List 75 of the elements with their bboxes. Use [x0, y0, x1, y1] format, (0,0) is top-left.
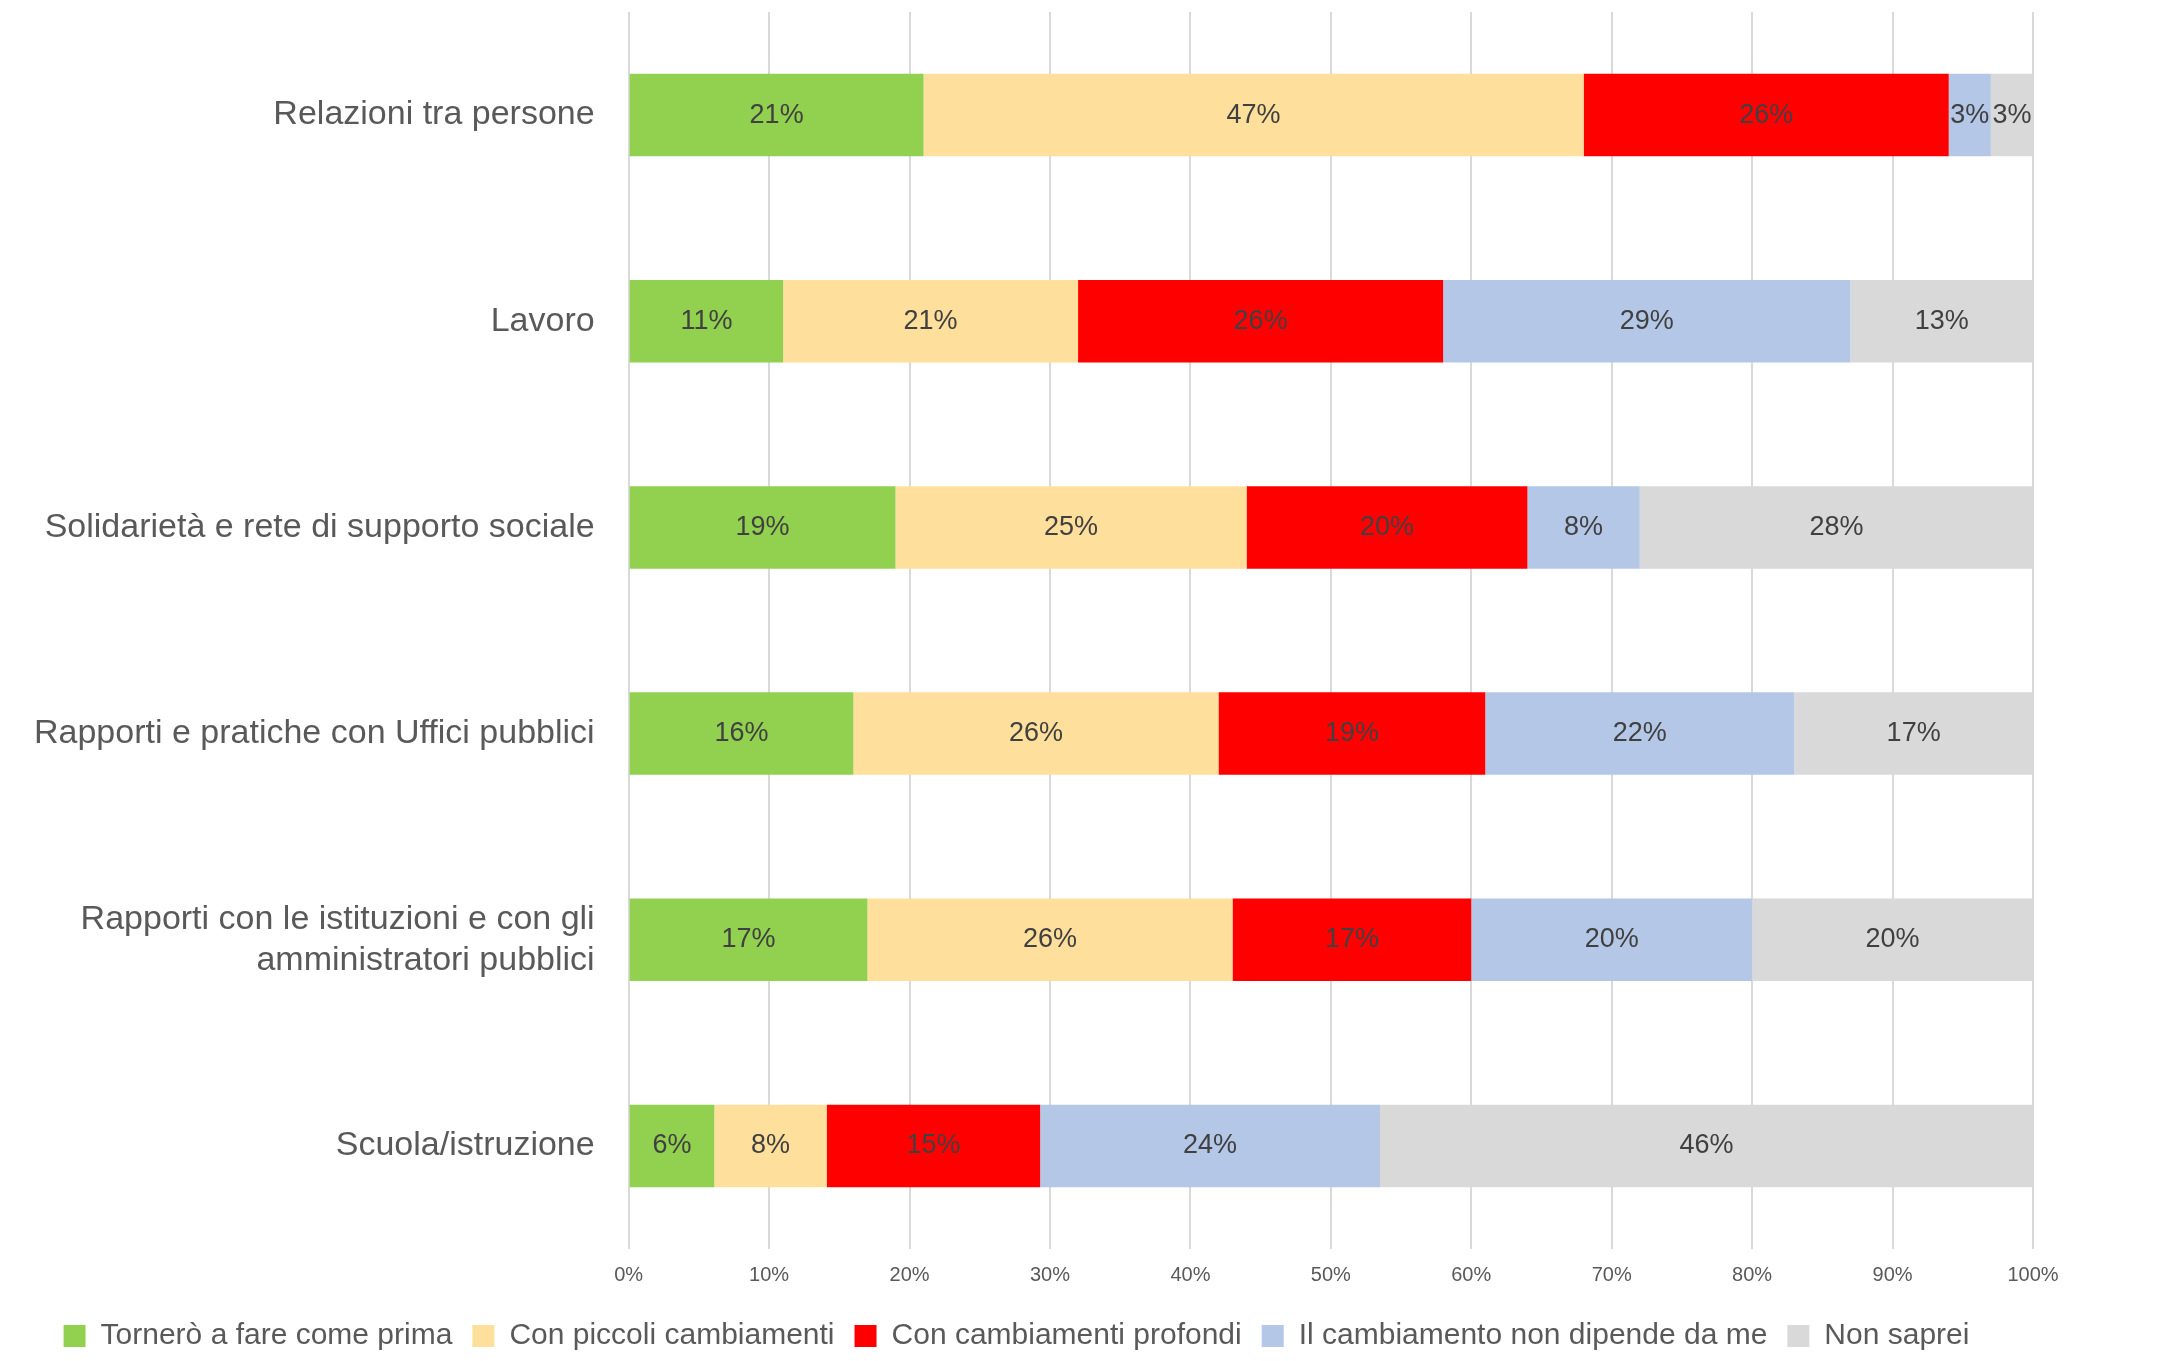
- bar: [783, 280, 1079, 363]
- data-label: 46%: [1679, 1129, 1734, 1160]
- data-label: 6%: [652, 1129, 692, 1160]
- data-label: 17%: [1324, 923, 1379, 954]
- y-tick-label: Lavoro: [490, 299, 595, 338]
- bar: [1443, 280, 1851, 363]
- data-label: 17%: [1886, 717, 1941, 748]
- data-label: 20%: [1359, 510, 1415, 541]
- legend-label: Tornerò a fare come prima: [100, 1317, 453, 1351]
- data-label: 24%: [1183, 1129, 1238, 1160]
- x-tick-label: 60%: [1451, 1262, 1492, 1285]
- bar: [1527, 486, 1640, 569]
- bar: [1232, 898, 1472, 981]
- data-label: 17%: [721, 923, 776, 954]
- x-tick-label: 10%: [749, 1262, 790, 1285]
- legend-label: Con cambiamenti profondi: [891, 1317, 1242, 1351]
- data-label: 13%: [1914, 304, 1969, 335]
- data-label: 19%: [735, 510, 790, 541]
- y-tick-label: Rapporti con le istituzioni e con gli amministratori pubblici: [80, 897, 595, 977]
- data-label: 26%: [1233, 304, 1288, 335]
- data-label: 28%: [1809, 510, 1864, 541]
- bar: [1218, 692, 1486, 775]
- bar: [826, 1104, 1041, 1188]
- y-tick-label: Rapporti e pratiche con Uffici pubblici: [34, 711, 595, 750]
- bar: [1471, 898, 1753, 981]
- legend-label: Il cambiamento non dipende da me: [1298, 1317, 1768, 1351]
- data-label: 15%: [906, 1129, 961, 1160]
- data-label: 26%: [1739, 98, 1794, 129]
- data-label: 19%: [1324, 717, 1379, 748]
- x-tick-label: 70%: [1591, 1262, 1632, 1285]
- bar: [629, 73, 924, 157]
- bar: [1040, 1104, 1380, 1188]
- bar: [1078, 280, 1444, 363]
- data-label: 21%: [903, 304, 958, 335]
- data-label: 47%: [1226, 98, 1281, 129]
- x-tick-label: 40%: [1170, 1262, 1211, 1285]
- bar: [629, 692, 854, 775]
- x-tick-label: 90%: [1872, 1262, 1913, 1285]
- legend-label: Non saprei: [1824, 1317, 1970, 1351]
- bar: [1583, 73, 1949, 157]
- y-tick-label: Scuola/istruzione: [335, 1124, 595, 1163]
- y-tick-label: Relazioni tra persone: [273, 93, 595, 132]
- data-label: 25%: [1044, 510, 1099, 541]
- bar: [867, 898, 1233, 981]
- data-label: 22%: [1612, 717, 1667, 748]
- data-label: 26%: [1022, 923, 1077, 954]
- data-label: 8%: [1564, 510, 1604, 541]
- data-label: 3%: [1950, 98, 1990, 129]
- x-tick-label: 50%: [1310, 1262, 1352, 1285]
- legend-label: Con piccoli cambiamenti: [509, 1317, 835, 1351]
- data-label: 11%: [680, 304, 733, 335]
- x-tick-label: 20%: [889, 1262, 930, 1285]
- bar: [629, 898, 868, 981]
- data-label: 16%: [714, 717, 769, 748]
- x-tick-label: 30%: [1029, 1262, 1071, 1285]
- bar: [629, 486, 896, 569]
- data-label: 8%: [750, 1129, 791, 1160]
- bar: [895, 486, 1247, 569]
- bar: [923, 73, 1584, 157]
- data-label: 20%: [1865, 923, 1920, 954]
- data-label: 26%: [1008, 717, 1063, 748]
- data-label: 3%: [1992, 98, 2032, 129]
- bar: [629, 280, 784, 363]
- bar: [853, 692, 1219, 775]
- x-tick-label: 80%: [1732, 1262, 1773, 1285]
- bar: [1246, 486, 1528, 569]
- y-tick-label: Solidarietà e rete di supporto sociale: [44, 505, 595, 544]
- data-label: 20%: [1584, 923, 1639, 954]
- bar: [1485, 692, 1795, 775]
- x-tick-label: 100%: [2007, 1262, 2059, 1285]
- data-label: 21%: [749, 98, 804, 129]
- bar: [714, 1104, 827, 1188]
- data-label: 29%: [1619, 304, 1674, 335]
- x-tick-label: 0%: [614, 1262, 644, 1285]
- bar: [629, 1104, 715, 1188]
